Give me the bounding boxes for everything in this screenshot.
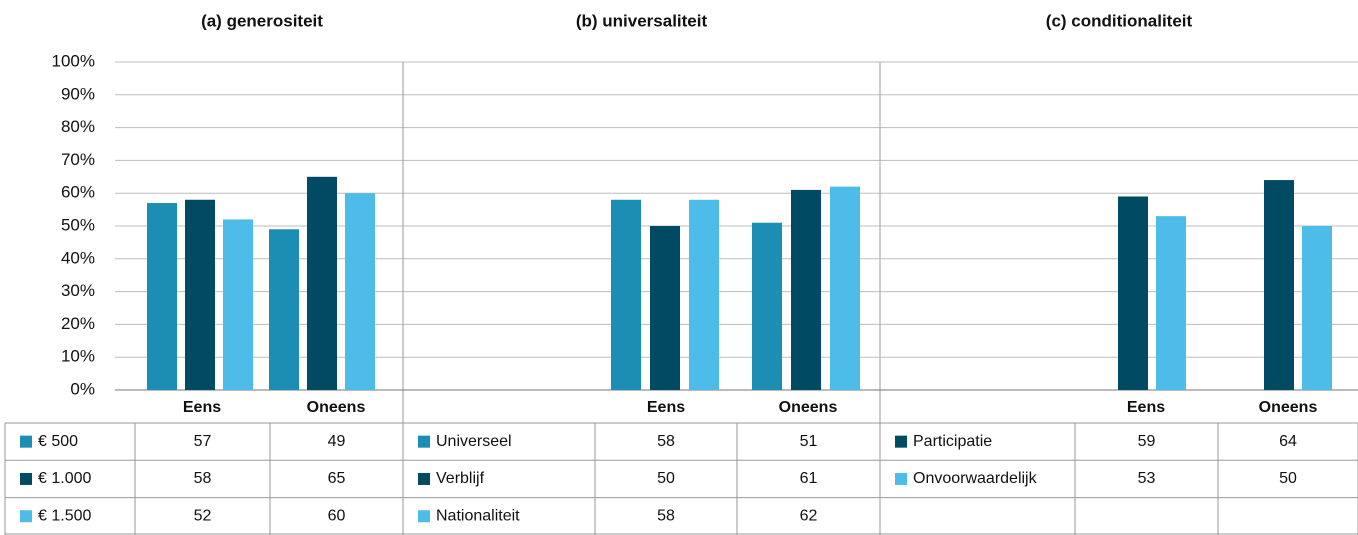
table-value: 61 <box>800 470 818 487</box>
panel-title: (a) generositeit <box>201 11 323 30</box>
legend-label: Verblijf <box>436 470 485 487</box>
bar <box>1156 216 1186 390</box>
y-tick-label: 100% <box>52 51 95 70</box>
bar <box>185 199 215 390</box>
legend-label: Participatie <box>913 433 992 450</box>
bar <box>223 219 253 390</box>
legend-label: Nationaliteit <box>436 507 520 524</box>
legend-label: Universeel <box>436 433 512 450</box>
legend-label: € 1.000 <box>38 470 91 487</box>
panel-title: (c) conditionaliteit <box>1046 11 1193 30</box>
y-tick-label: 30% <box>61 281 95 300</box>
table-value: 50 <box>1279 470 1297 487</box>
x-tick-label: Oneens <box>307 399 366 416</box>
y-tick-label: 70% <box>61 150 95 169</box>
legend-swatch <box>895 472 907 485</box>
table-value: 59 <box>1138 433 1156 450</box>
table-value: 50 <box>657 470 675 487</box>
panel-title: (b) universaliteit <box>576 11 708 30</box>
legend-swatch <box>895 435 907 448</box>
bar <box>1302 226 1332 390</box>
table-value: 51 <box>800 433 818 450</box>
y-tick-label: 40% <box>61 248 95 267</box>
table-value: 58 <box>657 507 675 524</box>
legend-label: € 500 <box>38 433 78 450</box>
table-value: 60 <box>328 507 346 524</box>
x-tick-label: Eens <box>647 399 685 416</box>
x-tick-label: Eens <box>1127 399 1165 416</box>
table-value: 58 <box>657 433 675 450</box>
x-tick-label: Eens <box>183 399 221 416</box>
table-value: 62 <box>800 507 818 524</box>
x-tick-label: Oneens <box>779 399 838 416</box>
legend-swatch <box>20 435 32 448</box>
table-value: 65 <box>328 470 346 487</box>
table-value: 52 <box>194 507 212 524</box>
y-tick-label: 60% <box>61 183 95 202</box>
y-tick-label: 20% <box>61 314 95 333</box>
legend-swatch <box>20 472 32 485</box>
bar <box>1264 180 1294 390</box>
x-tick-label: Oneens <box>1259 399 1318 416</box>
legend-swatch <box>20 510 32 523</box>
legend-swatch <box>418 435 430 448</box>
table-value: 49 <box>328 433 346 450</box>
table-value: 64 <box>1279 433 1297 450</box>
bar <box>1118 196 1148 390</box>
table-value: 58 <box>194 470 212 487</box>
y-tick-label: 90% <box>61 84 95 103</box>
table-value: 53 <box>1138 470 1156 487</box>
table-value: 57 <box>194 433 212 450</box>
legend-label: € 1.500 <box>38 507 91 524</box>
bar <box>345 193 375 390</box>
legend-swatch <box>418 510 430 523</box>
bar <box>752 222 782 390</box>
legend-swatch <box>418 472 430 485</box>
bar <box>830 186 860 390</box>
bar <box>147 203 177 390</box>
y-tick-label: 0% <box>70 379 95 398</box>
y-tick-label: 50% <box>61 215 95 234</box>
bar <box>611 199 641 390</box>
legend-label: Onvoorwaardelijk <box>913 470 1038 487</box>
bar <box>689 199 719 390</box>
bar <box>791 189 821 390</box>
y-tick-label: 10% <box>61 347 95 366</box>
bar <box>307 176 337 390</box>
bar <box>269 229 299 390</box>
bar <box>650 226 680 390</box>
y-tick-label: 80% <box>61 117 95 136</box>
